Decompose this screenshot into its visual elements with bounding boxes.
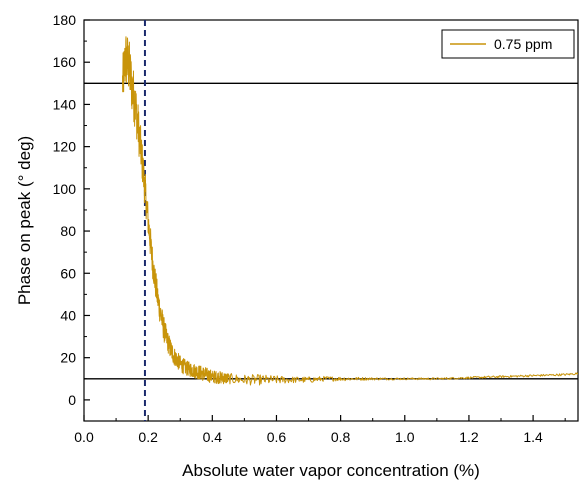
y-tick-label: 140	[53, 96, 77, 112]
series-layer	[121, 36, 578, 386]
x-tick-label: 0.0	[74, 429, 94, 445]
y-tick-label: 20	[60, 350, 76, 366]
plot-frame	[83, 19, 579, 422]
y-tick-label: 160	[53, 54, 77, 70]
x-tick-label: 1.0	[395, 429, 415, 445]
y-tick-label: 0	[68, 392, 76, 408]
x-axis-title: Absolute water vapor concentration (%)	[182, 461, 480, 480]
x-tick-label: 0.2	[138, 429, 158, 445]
y-tick-label: 100	[53, 181, 77, 197]
x-tick-label: 0.6	[267, 429, 287, 445]
x-axis: 0.0 0.2 0.4 0.6 0.8 1.0 1.2 1.4	[74, 415, 566, 445]
y-axis: 0 20 40 60 80 100 120 140 160 180	[53, 12, 90, 422]
y-tick-label: 40	[60, 307, 76, 323]
y-tick-label: 180	[53, 12, 77, 28]
reference-lines	[84, 20, 578, 421]
x-tick-label: 1.2	[459, 429, 479, 445]
y-tick-label: 60	[60, 265, 76, 281]
x-tick-label: 1.4	[523, 429, 543, 445]
series-line-0-75-ppm	[121, 36, 578, 386]
legend: 0.75 ppm	[441, 29, 575, 59]
y-tick-label: 120	[53, 139, 77, 155]
y-tick-label: 80	[60, 223, 76, 239]
legend-label-0-75-ppm: 0.75 ppm	[494, 36, 552, 52]
x-tick-label: 0.4	[203, 429, 223, 445]
y-axis-title: Phase on peak (° deg)	[15, 136, 34, 305]
x-tick-label: 0.8	[331, 429, 351, 445]
